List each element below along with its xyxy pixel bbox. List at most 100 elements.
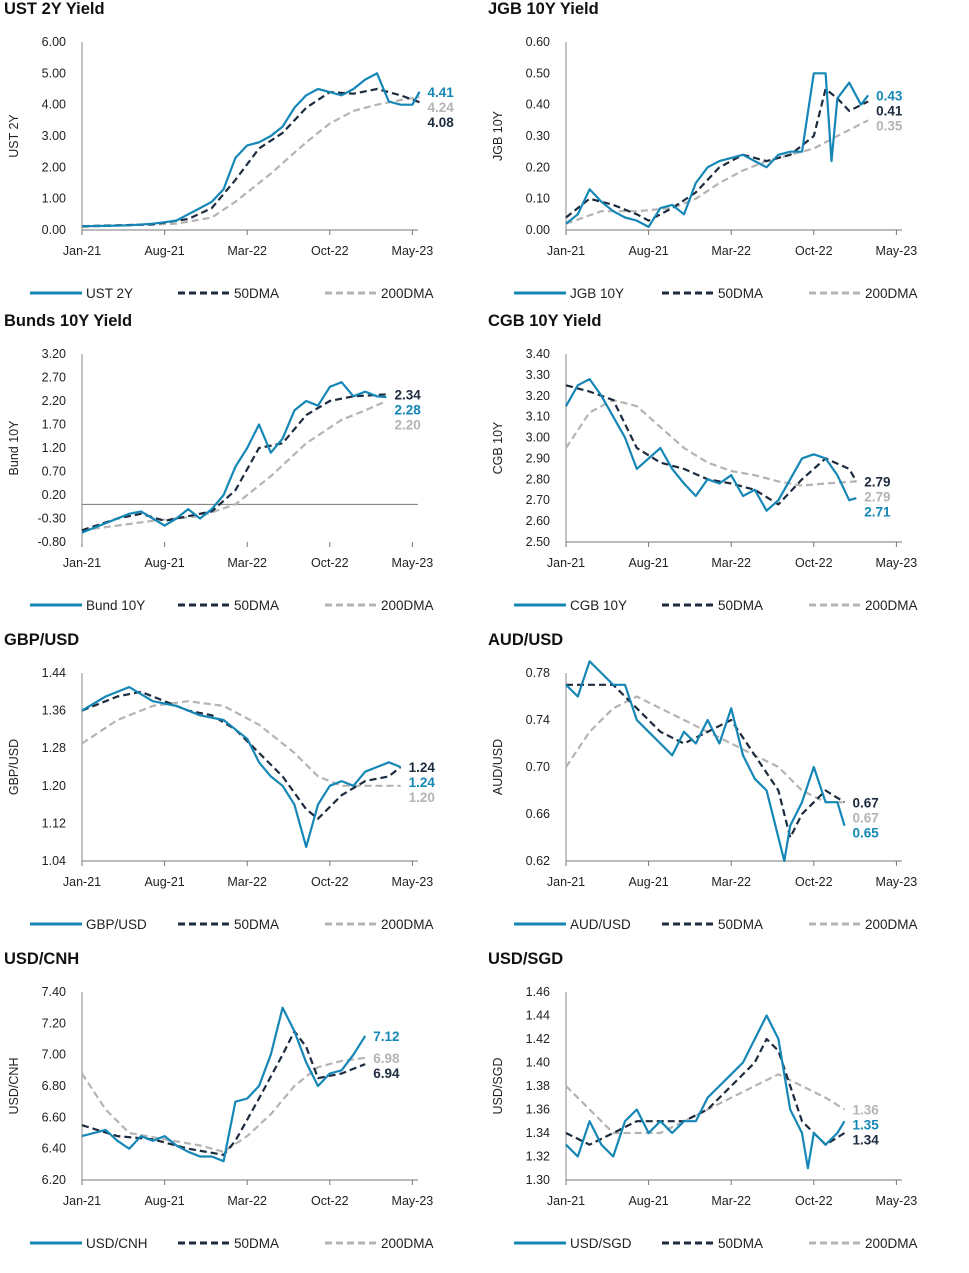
x-tick-label: May-23 (876, 244, 918, 258)
end-value-label: 1.35 (852, 1118, 879, 1133)
chart-svg: 3.20 2.70 2.20 1.70 1.20 0.70 0.20 -0.30 -0.80 Bu… (7, 347, 434, 613)
y-tick-label: -0.30 (38, 512, 67, 526)
y-tick-label: 5.00 (42, 66, 66, 80)
y-tick-label: 1.20 (42, 779, 66, 793)
y-tick-label: 2.70 (42, 371, 66, 385)
legend-label: 50DMA (234, 1236, 279, 1251)
series-line-main (565, 1014, 846, 1170)
x-tick-label: Aug-21 (628, 244, 668, 258)
x-tick-label: Jan-21 (63, 556, 101, 570)
y-tick-label: 6.80 (42, 1079, 66, 1093)
chart-title: AUD/USD (488, 631, 564, 649)
x-tick-label: Aug-21 (628, 556, 668, 570)
y-tick-label: 6.00 (42, 35, 66, 49)
end-value-label: 4.08 (427, 115, 454, 130)
end-value-label: 2.71 (864, 504, 891, 519)
legend-label: 50DMA (234, 598, 279, 613)
end-value-label: 0.41 (876, 103, 903, 118)
x-tick-label: Jan-21 (63, 244, 101, 258)
series-line-dma200 (81, 700, 401, 787)
legend-label: 50DMA (718, 286, 763, 301)
x-tick-label: Aug-21 (144, 1194, 184, 1208)
y-tick-label: 1.00 (42, 192, 66, 206)
series-line-dma200 (81, 399, 387, 532)
x-tick-label: May-23 (392, 875, 434, 889)
legend-label: CGB 10Y (570, 598, 627, 613)
y-axis-label: JGB 10Y (491, 110, 505, 161)
x-tick-label: Aug-21 (144, 244, 184, 258)
x-tick-label: Mar-22 (227, 1194, 267, 1208)
end-value-label: 0.65 (852, 825, 879, 840)
y-tick-label: 1.36 (526, 1103, 550, 1117)
y-tick-label: 2.60 (526, 514, 550, 528)
legend-label: 200DMA (865, 598, 918, 613)
y-tick-label: 4.00 (42, 98, 66, 112)
series-line-dma50 (566, 683, 846, 839)
legend-label: GBP/USD (86, 917, 147, 932)
x-tick-label: May-23 (392, 1194, 434, 1208)
chart-svg: 6.00 5.00 4.00 3.00 2.00 1.00 0.00 UST 2Y Jan-21… (7, 35, 454, 301)
y-tick-label: 0.00 (526, 223, 550, 237)
y-tick-label: 1.32 (526, 1150, 550, 1164)
chart-panel-usdsgd: USD/SGD 1.46 1.44 1.42 1.40 1.38 1.36 1.34 1.32… (484, 950, 954, 1266)
x-tick-label: Oct-22 (311, 875, 349, 889)
series-line-dma50 (565, 87, 869, 222)
chart-panel-usdcnh: USD/CNH 7.40 7.20 7.00 6.80 6.60 6.40 6.20 USD/… (0, 950, 470, 1266)
y-tick-label: 1.12 (42, 816, 66, 830)
legend-label: 200DMA (865, 1236, 918, 1251)
x-tick-label: Mar-22 (711, 875, 751, 889)
y-tick-label: 3.20 (42, 347, 66, 361)
x-tick-label: May-23 (876, 875, 918, 889)
y-tick-label: 3.40 (526, 347, 550, 361)
x-tick-label: May-23 (392, 244, 434, 258)
x-tick-label: Aug-21 (144, 556, 184, 570)
series-line-dma50 (565, 384, 858, 506)
x-tick-label: Aug-21 (628, 1194, 668, 1208)
y-tick-label: 1.70 (42, 418, 66, 432)
chart-title: Bunds 10Y Yield (4, 312, 133, 330)
legend-label: USD/CNH (86, 1236, 148, 1251)
x-tick-label: May-23 (876, 1194, 918, 1208)
legend-label: 50DMA (234, 286, 279, 301)
series-line-main (565, 72, 869, 228)
chart-title: GBP/USD (4, 631, 80, 649)
y-tick-label: 6.20 (42, 1173, 66, 1187)
x-tick-label: May-23 (392, 556, 434, 570)
y-tick-label: 1.44 (42, 666, 66, 680)
end-value-label: 2.34 (394, 387, 421, 402)
end-value-label: 0.67 (852, 795, 878, 810)
y-tick-label: 7.00 (42, 1048, 66, 1062)
y-axis-label: USD/SGD (491, 1058, 505, 1115)
legend-label: AUD/USD (570, 917, 631, 932)
chart-panel-jgb10y: JGB 10Y Yield 0.60 0.50 0.40 0.30 0.20 0.10 0.… (484, 0, 954, 316)
y-tick-label: 7.20 (42, 1016, 66, 1030)
x-tick-label: Jan-21 (547, 875, 585, 889)
x-tick-label: Jan-21 (547, 244, 585, 258)
end-value-label: 1.34 (852, 1133, 879, 1148)
end-value-label: 1.20 (409, 790, 435, 805)
y-tick-label: 2.50 (526, 535, 550, 549)
x-tick-label: Oct-22 (795, 556, 833, 570)
legend-label: 50DMA (234, 917, 279, 932)
end-value-label: 1.24 (409, 775, 436, 790)
y-tick-label: 1.04 (42, 854, 66, 868)
y-tick-label: 1.44 (526, 1009, 550, 1023)
x-tick-label: Mar-22 (227, 556, 267, 570)
series-line-dma50 (81, 87, 420, 228)
legend-label: UST 2Y (86, 286, 133, 301)
y-tick-label: 0.50 (526, 66, 550, 80)
y-tick-label: 0.70 (526, 760, 550, 774)
y-tick-label: 3.00 (526, 431, 550, 445)
series-line-dma50 (565, 1037, 846, 1146)
end-value-label: 0.35 (876, 118, 903, 133)
series-line-main (81, 72, 421, 228)
chart-svg: 1.46 1.44 1.42 1.40 1.38 1.36 1.34 1.32 1.30 USD/… (491, 985, 918, 1251)
legend-label: 50DMA (718, 917, 763, 932)
y-axis-label: CGB 10Y (491, 421, 505, 474)
y-tick-label: 0.74 (526, 713, 550, 727)
y-tick-label: 2.20 (42, 394, 66, 408)
legend-label: 200DMA (381, 286, 434, 301)
chart-panel-gbpusd: GBP/USD 1.44 1.36 1.28 1.20 1.12 1.04 GBP/USD J… (0, 631, 470, 947)
y-tick-label: 3.20 (526, 389, 550, 403)
y-axis-label: UST 2Y (7, 114, 21, 158)
